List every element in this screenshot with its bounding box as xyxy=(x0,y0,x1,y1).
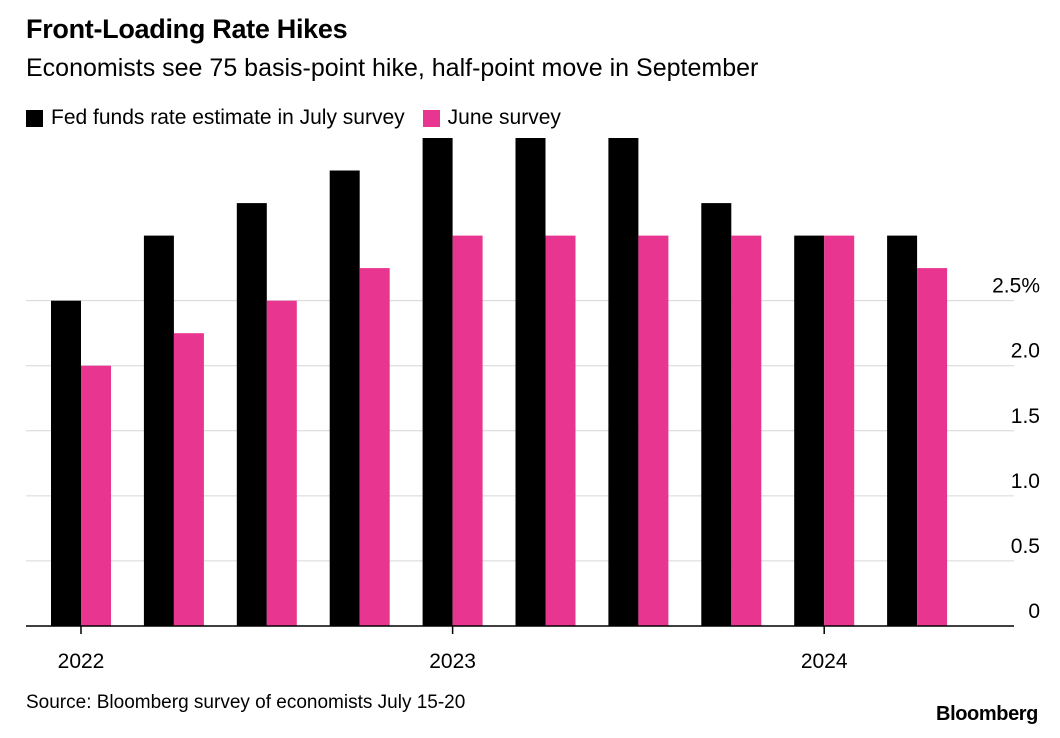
bar-july-survey xyxy=(515,138,546,626)
legend-swatch-june xyxy=(422,109,440,127)
bar-june-survey xyxy=(173,333,204,626)
bar-july-survey xyxy=(794,235,825,626)
legend-label-july: Fed funds rate estimate in July survey xyxy=(51,106,405,129)
y-tick-label: 1.5 xyxy=(1011,405,1040,428)
bar-june-survey xyxy=(81,365,111,626)
chart-title: Front-Loading Rate Hikes xyxy=(26,14,348,44)
bar-june-survey xyxy=(359,268,390,626)
bar-july-survey xyxy=(701,203,732,626)
x-tick-label: 2022 xyxy=(58,650,105,673)
bar-july-survey xyxy=(236,203,267,626)
bar-june-survey xyxy=(266,300,297,626)
legend: Fed funds rate estimate in July survey J… xyxy=(26,104,579,132)
axes: 0 0.5 1.0 1.5 2.0 2.5% 2022 2023 2024 xyxy=(26,275,1040,673)
y-tick-label: 2.5% xyxy=(992,275,1040,298)
legend-item-july: Fed funds rate estimate in July survey xyxy=(26,106,405,130)
bar-july-survey xyxy=(329,170,360,626)
legend-swatch-july xyxy=(26,109,43,127)
bar-july-survey xyxy=(51,300,81,626)
bloomberg-logo: Bloomberg xyxy=(936,703,1038,725)
bar-july-survey xyxy=(608,138,639,626)
bar-july-survey xyxy=(422,138,453,626)
y-tick-label: 0.5 xyxy=(1011,535,1040,558)
source-note: Source: Bloomberg survey of economists J… xyxy=(26,692,466,713)
bar-july-survey xyxy=(887,235,918,626)
bar-june-survey xyxy=(545,235,576,626)
bar-june-survey xyxy=(452,235,483,626)
bar-june-survey xyxy=(917,268,948,626)
bar-june-survey xyxy=(824,235,855,626)
legend-label-june: June survey xyxy=(447,106,561,129)
bar-june-survey xyxy=(731,235,762,626)
bar-july-survey xyxy=(143,235,174,626)
y-tick-label: 1.0 xyxy=(1011,470,1040,493)
y-tick-label: 2.0 xyxy=(1011,340,1040,363)
y-tick-label: 0 xyxy=(1028,600,1040,623)
legend-item-june: June survey xyxy=(422,106,561,130)
bars xyxy=(51,138,948,626)
x-tick-label: 2023 xyxy=(429,650,476,673)
x-tick-label: 2024 xyxy=(801,650,848,673)
bar-june-survey xyxy=(638,235,669,626)
chart-subtitle: Economists see 75 basis-point hike, half… xyxy=(26,54,759,82)
